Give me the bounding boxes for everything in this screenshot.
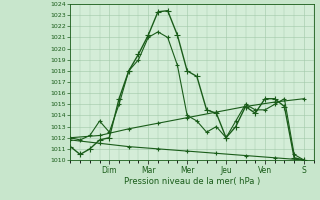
X-axis label: Pression niveau de la mer( hPa ): Pression niveau de la mer( hPa )	[124, 177, 260, 186]
